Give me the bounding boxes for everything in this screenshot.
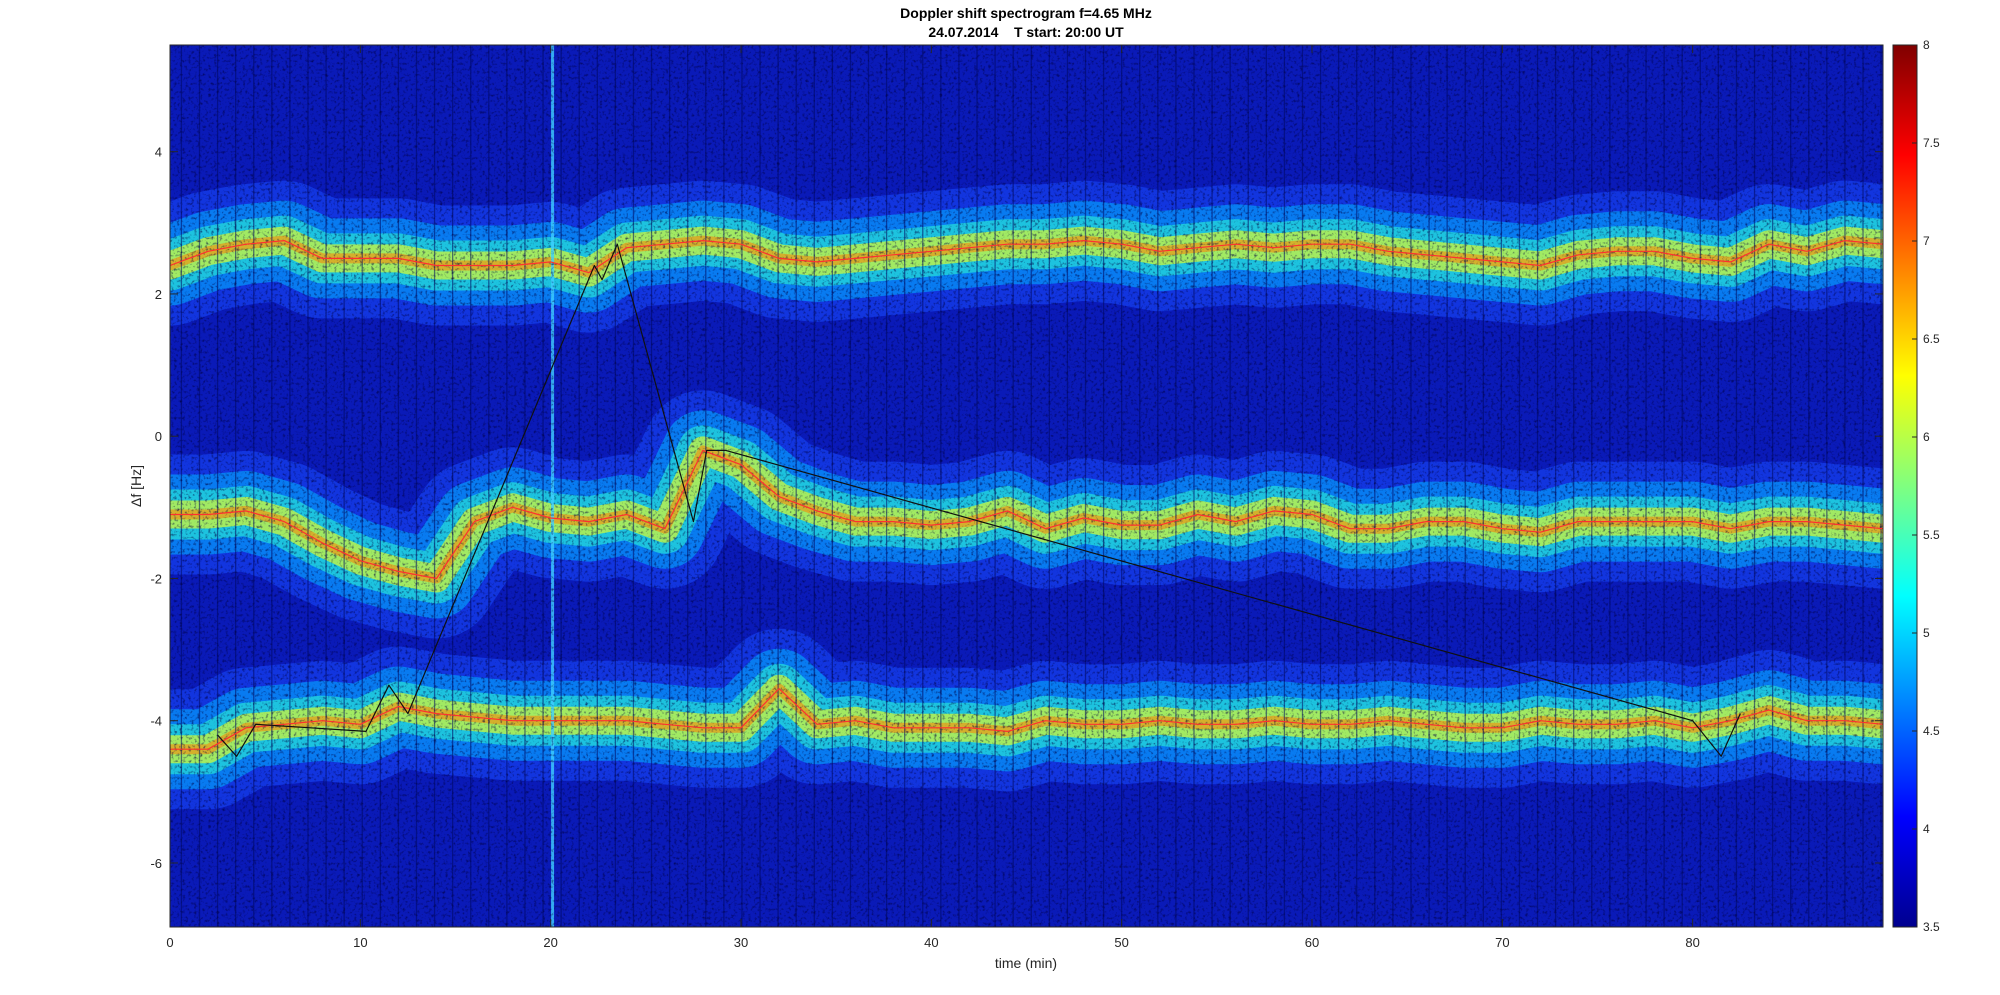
y-tick-label: 0 xyxy=(155,429,162,444)
spectrogram-plot-area xyxy=(170,45,1883,927)
x-tick-label: 10 xyxy=(353,935,367,950)
y-tick-label: 4 xyxy=(155,145,162,160)
colorbar-tick-label: 5.5 xyxy=(1923,528,1940,542)
y-tick-label: -4 xyxy=(150,714,162,729)
y-axis-label: Δf [Hz] xyxy=(128,465,144,507)
x-tick-label: 60 xyxy=(1305,935,1319,950)
doppler-trace-line xyxy=(170,449,1883,580)
x-axis-ticks: 0 10 20 30 40 50 60 70 80 xyxy=(166,45,1700,950)
colorbar-tick-label: 7 xyxy=(1923,234,1930,248)
colorbar-tick-label: 8 xyxy=(1923,38,1930,52)
colorbar-tick-label: 7.5 xyxy=(1923,136,1940,150)
x-tick-label: 40 xyxy=(924,935,938,950)
doppler-trace-line xyxy=(217,243,1741,757)
chart-title: Doppler shift spectrogram f=4.65 MHz xyxy=(900,5,1152,21)
doppler-trace-line xyxy=(170,240,1883,274)
colorbar-ticks: 8 7.5 7 6.5 6 5.5 5 4.5 4 3.5 xyxy=(1912,38,1940,934)
colorbar-tick-label: 6.5 xyxy=(1923,332,1940,346)
x-tick-label: 30 xyxy=(734,935,748,950)
chart-subtitle: 24.07.2014 T start: 20:00 UT xyxy=(928,24,1124,40)
x-tick-label: 50 xyxy=(1114,935,1128,950)
y-tick-label: -6 xyxy=(150,856,162,871)
colorbar-tick-label: 6 xyxy=(1923,430,1930,444)
doppler-traces xyxy=(170,240,1883,757)
doppler-trace-line xyxy=(170,688,1883,750)
colorbar-tick-label: 4.5 xyxy=(1923,724,1940,738)
spectrogram-speckle-texture xyxy=(170,45,1883,927)
x-tick-label: 70 xyxy=(1495,935,1509,950)
y-axis-ticks: 4 2 0 -2 -4 -6 xyxy=(150,145,1883,871)
y-tick-label: 2 xyxy=(155,287,162,302)
colorbar-tick-label: 3.5 xyxy=(1923,920,1940,934)
colorbar-tick-label: 5 xyxy=(1923,626,1930,640)
colorbar-tick-label: 4 xyxy=(1923,822,1930,836)
y-tick-label: -2 xyxy=(150,571,162,586)
plot-frame xyxy=(169,44,1884,928)
colorbar xyxy=(1892,44,1918,928)
x-axis-label: time (min) xyxy=(995,955,1057,971)
x-tick-label: 0 xyxy=(166,935,173,950)
x-tick-label: 20 xyxy=(543,935,557,950)
x-tick-label: 80 xyxy=(1685,935,1699,950)
